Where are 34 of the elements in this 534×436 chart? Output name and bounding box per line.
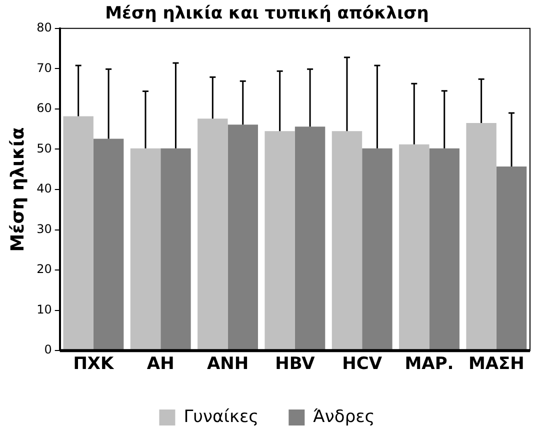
y-tick-label: 40 [36,182,52,196]
bar [294,126,326,350]
bar [332,131,362,350]
y-axis-title: Μέση ηλικία [7,127,28,252]
y-tick-label: 80 [36,20,52,35]
y-tick-label: 50 [36,141,52,156]
y-tick-label: 0 [44,342,52,357]
bar [466,123,496,350]
bar [93,138,124,350]
bar [228,124,258,350]
legend-label: Άνδρες [313,406,375,427]
bar [63,116,94,350]
bar [160,148,191,350]
x-tick-label: ΠΧΚ [73,354,115,374]
y-tick-label: 70 [36,60,52,75]
bar [362,148,392,350]
chart-title: Μέση ηλικία και τυπική απόκλιση [105,4,429,24]
x-tick-label: HCV [342,354,383,374]
bar [198,118,228,350]
x-tick-label: HBV [275,354,316,374]
bar [399,144,430,350]
x-tick-label: ΑΝΗ [206,354,249,374]
y-tick-label: 60 [36,101,52,116]
y-tick-label: 10 [36,302,52,316]
x-tick-label: ΜΑΡ. [404,354,454,374]
y-tick-label: 30 [36,222,52,236]
x-tick-label: ΑΗ [146,354,174,374]
bar [264,131,295,350]
y-tick-label: 20 [36,262,52,276]
x-tick-label: ΜΑΣΗ [468,354,524,374]
bar [429,148,460,350]
bar [130,148,161,350]
bar [496,166,527,350]
legend-label: Γυναίκες [184,406,259,427]
